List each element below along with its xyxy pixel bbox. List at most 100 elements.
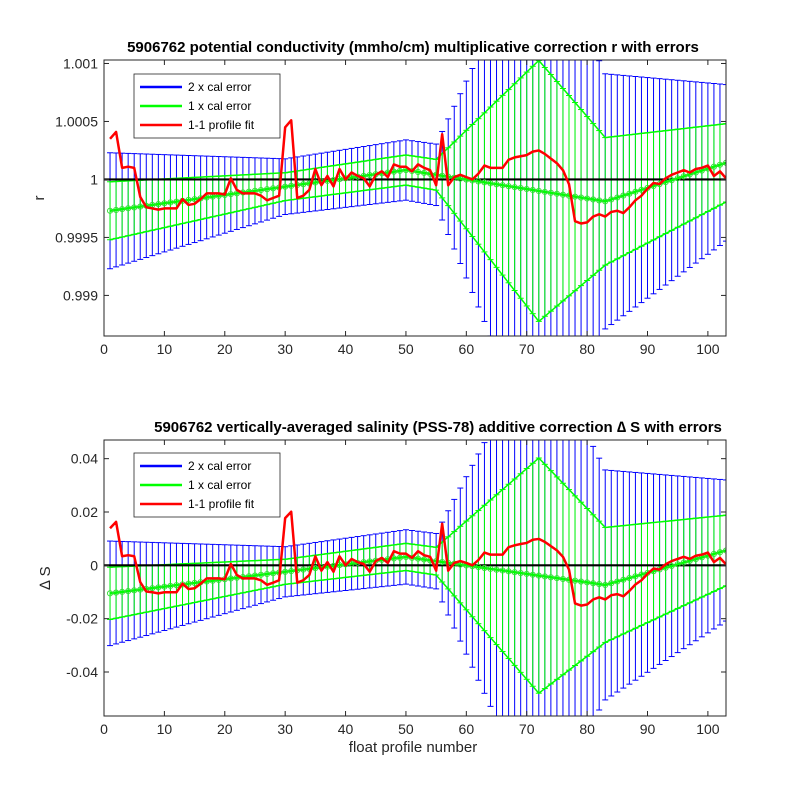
cal-mean-marker [475,564,482,571]
cal-mean-marker [716,161,724,168]
cal-mean-marker [584,195,591,202]
cal-mean-marker [590,580,597,587]
cal-mean-marker [106,590,114,597]
x-tick-label: 60 [459,721,475,737]
cal-mean-marker [475,178,482,185]
x-tick-label: 70 [519,341,535,357]
cal-mean-marker [191,579,198,586]
cal-mean-marker [366,171,373,179]
y-tick-label: -0.04 [66,664,98,680]
profile-fit-line [109,119,726,225]
cal-mean-marker [173,582,180,589]
bottom-legend-label-1cal: 1 x cal error [188,478,251,492]
cal-mean-marker [257,571,265,578]
cal-mean-marker [263,570,271,578]
cal-mean-marker [481,179,488,186]
cal-mean-marker [722,159,726,166]
cal-mean-marker [414,555,422,562]
cal-mean-marker [596,197,603,204]
y-tick-label: -0.02 [66,611,98,627]
cal-mean-marker [680,173,687,180]
cal-mean-marker [312,179,319,186]
cal-mean-marker [680,559,687,566]
cal-mean-marker [421,556,428,563]
y-tick-label: 1.0005 [55,113,98,129]
y-tick-label: 1.001 [63,55,98,71]
cal-mean-marker [439,172,446,179]
cal-mean-marker [300,566,307,573]
cal-mean-marker [620,192,627,199]
cal-mean-marker [674,561,681,568]
x-tick-label: 90 [640,341,656,357]
x-tick-label: 40 [338,341,354,357]
top-x-ticks: 0 10 20 30 40 50 60 70 80 90 100 [100,60,720,357]
cal-mean-marker [396,554,403,561]
cal-mean-marker [270,570,277,577]
cal-1x-lower-line [109,184,726,323]
cal-mean-marker [487,180,494,187]
cal-mean-marker [348,560,355,567]
cal-mean-marker [547,189,554,196]
cal-mean-marker [511,569,518,576]
cal-mean-marker [227,575,234,582]
cal-mean-marker [366,558,373,565]
cal-mean-marker [499,567,506,574]
cal-mean-marker [668,177,675,184]
cal-mean-marker [106,207,114,214]
cal-mean-marker [626,190,633,197]
x-tick-label: 100 [696,721,720,737]
cal-mean-line [109,549,726,595]
cal-mean-marker [396,167,403,174]
cal-mean-marker [149,585,156,592]
cal-mean-marker [270,185,277,192]
top-legend-label-fit: 1-1 profile fit [188,118,255,132]
cal-mean-marker [155,201,162,208]
cal-mean-marker [722,547,726,554]
cal-mean-marker [137,586,144,593]
cal-mean-marker [414,168,422,175]
cal-mean-marker [493,566,500,573]
cal-1x-upper-line [110,456,726,568]
cal-mean-marker [559,575,567,583]
cal-mean-marker [584,579,591,586]
bottom-legend-label-2cal: 2 x cal error [188,459,251,473]
cal-mean-marker [602,198,609,205]
cal-mean-marker [596,581,603,588]
bottom-chart-marks [104,440,726,716]
cal-mean-marker [191,196,198,203]
top-legend-label-1cal: 1 x cal error [188,99,251,113]
cal-mean-marker [300,181,307,188]
cal-mean-marker [632,573,639,580]
cal-mean-marker [125,588,132,595]
cal-mean-marker [161,200,168,207]
cal-mean-marker [674,175,681,182]
cal-mean-marker [137,203,144,210]
cal-mean-marker [451,560,458,567]
cal-mean-marker [481,564,488,572]
cal-mean-marker [173,198,180,205]
cal-mean-marker [131,587,138,594]
bottom-panel: 5906762 vertically-averaged salinity (PS… [37,419,727,756]
y-tick-label: 1 [90,171,98,187]
bottom-x-ticks: 0 10 20 30 40 50 60 70 80 90 100 [100,440,720,737]
bottom-chart-title: 5906762 vertically-averaged salinity (PS… [154,419,722,436]
cal-mean-marker [578,194,585,201]
cal-mean-marker [185,580,192,587]
x-tick-label: 50 [398,341,414,357]
cal-mean-marker [541,573,548,580]
cal-mean-marker [288,567,295,575]
cal-1x-lower-line [109,569,726,695]
cal-mean-marker [626,574,633,582]
cal-mean-marker [119,588,126,595]
cal-mean-marker [499,182,506,189]
x-tick-label: 0 [100,341,108,357]
x-tick-label: 40 [338,721,354,737]
x-tick-label: 80 [579,341,595,357]
x-tick-label: 20 [217,721,233,737]
x-tick-label: 0 [100,721,108,737]
cal-mean-marker [155,584,162,591]
x-tick-label: 100 [696,341,720,357]
cal-mean-marker [131,204,138,211]
cal-mean-marker [451,174,458,181]
cal-mean-marker [614,194,621,201]
